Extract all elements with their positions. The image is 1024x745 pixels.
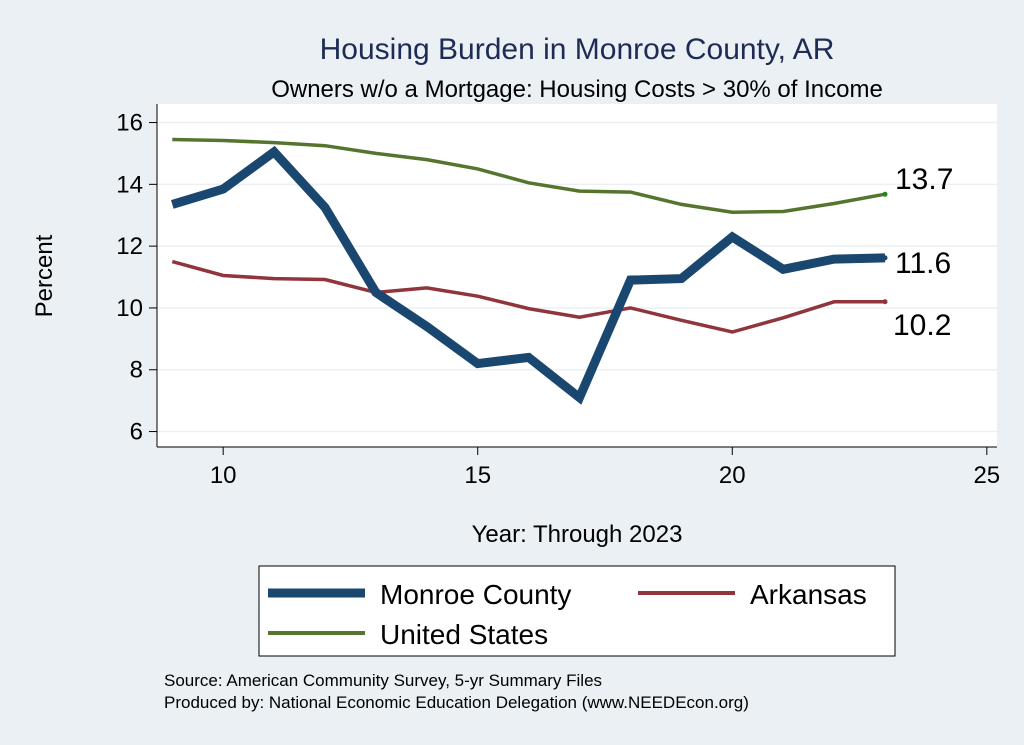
- end-label-united-states: 13.7: [895, 163, 953, 196]
- chart-title: Housing Burden in Monroe County, AR: [320, 33, 835, 66]
- series: [170, 137, 888, 405]
- source-note: Source: American Community Survey, 5-yr …: [164, 671, 602, 690]
- y-tick-label: 12: [116, 233, 143, 260]
- end-labels: 11.6 10.2 13.7: [893, 163, 953, 342]
- ticks: 6 8 10 12 14 16 10 15 20 25: [116, 110, 1000, 489]
- plot-area: [157, 104, 997, 447]
- end-label-arkansas: 10.2: [893, 309, 951, 342]
- gridlines: [157, 121, 997, 433]
- axes: [156, 104, 997, 448]
- chart-subtitle: Owners w/o a Mortgage: Housing Costs > 3…: [271, 76, 883, 103]
- series-end-point: [882, 299, 888, 305]
- legend-label-monroe-county: Monroe County: [380, 579, 571, 610]
- legend-label-arkansas: Arkansas: [750, 579, 867, 610]
- y-axis-title: Percent: [31, 234, 58, 317]
- x-tick-label: 10: [210, 462, 237, 489]
- legend: Monroe County Arkansas United States: [258, 565, 896, 657]
- series-line-united-states: [172, 137, 886, 214]
- series-end-point: [882, 255, 888, 261]
- legend-label-united-states: United States: [380, 619, 548, 650]
- x-tick-label: 25: [973, 462, 1000, 489]
- y-tick-label: 6: [130, 419, 143, 446]
- end-label-monroe-county: 11.6: [895, 247, 951, 280]
- series-line-arkansas: [171, 259, 885, 334]
- x-tick-label: 20: [719, 462, 746, 489]
- series-line-monroe-county: [170, 145, 886, 405]
- series-end-point: [882, 191, 888, 197]
- y-tick-label: 10: [116, 295, 143, 322]
- y-tick-label: 8: [130, 357, 143, 384]
- producer-note: Produced by: National Economic Education…: [164, 693, 749, 712]
- x-axis-title: Year: Through 2023: [472, 521, 683, 548]
- legend-box: [258, 565, 896, 657]
- y-tick-label: 16: [116, 110, 143, 137]
- x-tick-label: 15: [464, 462, 491, 489]
- y-tick-label: 14: [116, 171, 143, 198]
